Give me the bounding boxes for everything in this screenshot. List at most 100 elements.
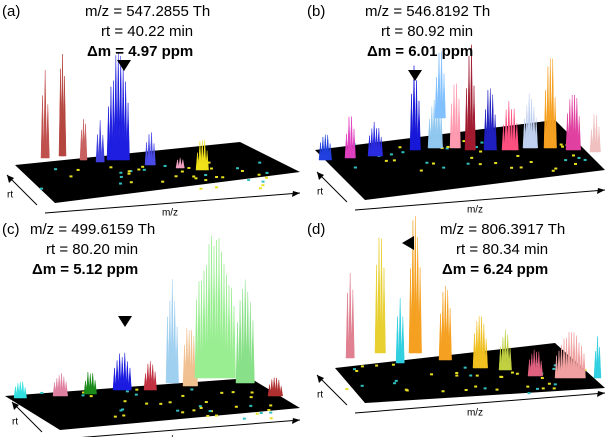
rt-text: rt = 80.34 min <box>456 241 548 258</box>
speck <box>360 365 364 368</box>
speck <box>249 404 253 407</box>
speck <box>168 401 172 404</box>
speck <box>181 411 185 414</box>
peak <box>597 126 601 153</box>
peak <box>200 140 205 171</box>
peak <box>411 220 415 354</box>
speck <box>137 168 141 171</box>
arrowhead <box>7 175 14 183</box>
speck <box>441 390 445 393</box>
arrowhead <box>292 191 300 197</box>
peak <box>439 51 444 119</box>
peak <box>227 285 231 379</box>
peak <box>204 265 209 379</box>
peak <box>112 368 117 391</box>
peak <box>64 381 68 397</box>
peak <box>46 104 50 159</box>
peak <box>539 360 543 377</box>
speck <box>401 151 405 154</box>
peak <box>427 118 432 149</box>
peak <box>207 244 211 379</box>
peak <box>570 94 574 151</box>
peak <box>62 376 66 397</box>
arrowhead <box>597 188 605 194</box>
speck <box>405 389 409 392</box>
speck <box>529 161 533 164</box>
peak <box>438 313 443 361</box>
peak <box>86 372 90 395</box>
peak <box>442 73 446 119</box>
peak <box>367 135 372 157</box>
peak <box>18 381 23 399</box>
peak <box>501 337 505 371</box>
arrowhead <box>292 418 300 424</box>
peak <box>543 90 548 149</box>
peak <box>40 95 45 159</box>
rt-text: rt = 80.20 min <box>46 241 138 258</box>
peak <box>430 106 434 149</box>
peak <box>209 235 214 379</box>
speck <box>480 141 484 144</box>
speck <box>76 168 80 171</box>
peak <box>525 105 529 149</box>
peak <box>377 237 381 354</box>
speck <box>515 372 519 375</box>
peak <box>475 321 479 369</box>
speck <box>536 363 540 366</box>
peak <box>181 159 185 169</box>
peak <box>370 128 374 157</box>
peak <box>123 81 128 161</box>
peak <box>414 80 419 151</box>
speck <box>469 374 473 377</box>
speck <box>135 388 139 391</box>
arrowhead <box>597 391 605 397</box>
peak <box>83 380 88 395</box>
peak <box>522 118 527 149</box>
peak <box>437 101 441 149</box>
peak <box>143 373 148 391</box>
speck <box>494 162 498 165</box>
speck <box>119 182 123 185</box>
panel: rt m/z (a) m/z = 547.2855 Th rt = 40.22 min Δ… <box>2 3 301 219</box>
speck <box>199 406 203 409</box>
speck <box>125 390 129 393</box>
floor <box>5 378 300 430</box>
speck <box>510 371 514 374</box>
speck <box>553 364 557 367</box>
speck <box>466 162 470 165</box>
peak <box>62 76 67 157</box>
peak <box>469 44 474 151</box>
speck <box>483 387 487 390</box>
speck <box>198 405 202 408</box>
speck <box>109 166 113 169</box>
peak <box>532 349 536 377</box>
peak <box>150 364 155 391</box>
peak <box>347 116 351 159</box>
peak <box>505 334 510 371</box>
rt-text: rt = 40.22 min <box>101 23 193 40</box>
peak <box>509 109 514 151</box>
speck <box>192 175 196 178</box>
peak <box>554 355 559 379</box>
speck <box>208 410 212 413</box>
speck <box>142 168 146 171</box>
arrowhead <box>317 375 324 383</box>
peak <box>219 251 224 379</box>
speck <box>261 184 265 187</box>
speck <box>204 179 208 182</box>
peak <box>98 120 102 163</box>
peak <box>564 337 569 379</box>
speck <box>552 387 556 390</box>
peak <box>23 387 27 399</box>
speck <box>470 156 474 159</box>
peak <box>418 267 422 354</box>
peak <box>589 129 594 153</box>
peak <box>408 268 413 354</box>
peak <box>248 302 253 384</box>
peak <box>579 345 584 379</box>
peak <box>537 351 541 377</box>
speck <box>258 161 262 164</box>
peak <box>572 94 577 151</box>
peak <box>443 285 448 361</box>
peak <box>277 379 281 397</box>
